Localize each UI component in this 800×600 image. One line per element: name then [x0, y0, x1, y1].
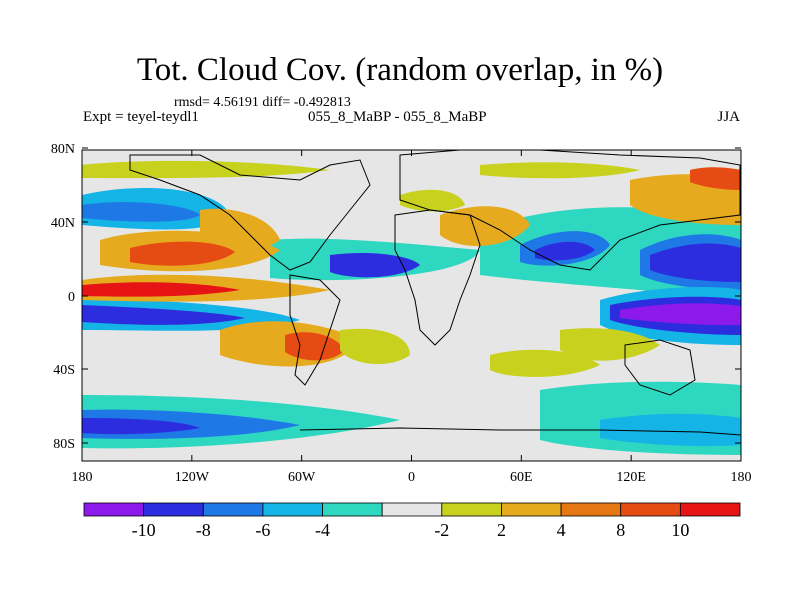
stats-text: rmsd= 4.56191 diff= -0.492813 — [174, 95, 351, 110]
colorbar-swatch — [83, 502, 145, 517]
y-tick-label: 0 — [68, 290, 75, 305]
colorbar-label: 4 — [557, 520, 566, 540]
x-tick-label: 0 — [408, 470, 415, 485]
x-axis: 180 120W 60W 0 60E 120E 180 — [72, 150, 752, 485]
colorbar-swatch — [501, 502, 562, 517]
colorbar-label: -4 — [315, 520, 330, 540]
colorbar-label: 10 — [671, 520, 689, 540]
x-tick-label: 120E — [616, 470, 646, 485]
colorbar-label: -2 — [434, 520, 449, 540]
y-axis: 80N 40N 0 40S 80S — [51, 142, 741, 452]
y-tick-label: 40N — [51, 216, 75, 231]
coastlines — [129, 150, 741, 436]
colorbar: -10 -8 -6 -4 -2 2 4 8 10 — [83, 502, 741, 540]
colorbar-label: -8 — [196, 520, 211, 540]
period-label: 055_8_MaBP - 055_8_MaBP — [308, 109, 487, 125]
x-tick-label: 180 — [72, 470, 93, 485]
colorbar-swatch — [679, 502, 741, 517]
x-tick-label: 60W — [288, 470, 316, 485]
colorbar-label: -6 — [255, 520, 270, 540]
colorbar-swatch — [262, 502, 323, 517]
y-tick-label: 40S — [53, 363, 75, 378]
colorbar-swatch — [202, 502, 264, 517]
colorbar-swatch — [560, 502, 622, 517]
y-tick-label: 80S — [53, 437, 75, 452]
colorbar-label: -10 — [132, 520, 156, 540]
map-title: Tot. Cloud Cov. (random overlap, in %) — [136, 52, 664, 88]
experiment-label: Expt = teyel-teydl1 — [83, 109, 199, 125]
cloud-anomaly-field — [82, 150, 741, 461]
colorbar-swatch — [143, 502, 204, 517]
colorbar-label: 8 — [616, 520, 625, 540]
colorbar-swatch — [322, 502, 383, 517]
x-tick-label: 120W — [175, 470, 210, 485]
x-tick-label: 60E — [510, 470, 533, 485]
y-tick-label: 80N — [51, 142, 75, 157]
season-label: JJA — [717, 109, 740, 125]
colorbar-swatch — [441, 502, 502, 517]
colorbar-label: 2 — [497, 520, 506, 540]
colorbar-swatch — [620, 502, 681, 517]
colorbar-swatch — [381, 502, 443, 517]
x-tick-label: 180 — [731, 470, 752, 485]
